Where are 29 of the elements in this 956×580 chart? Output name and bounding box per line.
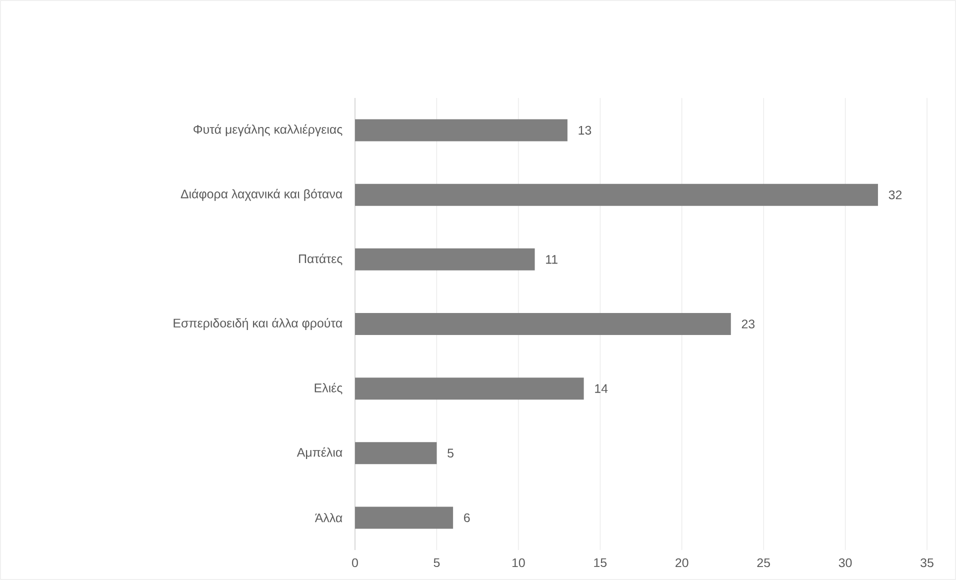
y-tick-label: Άλλα xyxy=(314,513,342,522)
x-tick-label: 5 xyxy=(434,558,440,568)
data-label: 6 xyxy=(464,513,470,522)
bar xyxy=(355,378,584,400)
y-tick-label: Εσπεριδοειδή και άλλα φρούτα xyxy=(174,318,342,330)
bar xyxy=(355,119,568,142)
data-label: 11 xyxy=(546,255,558,264)
data-label: 13 xyxy=(578,126,592,135)
y-tick-label: Ελιές xyxy=(314,382,342,394)
data-label: 23 xyxy=(742,320,755,328)
bar xyxy=(355,248,535,270)
bar xyxy=(355,506,454,529)
y-tick-label: Πατάτες xyxy=(299,254,342,266)
x-tick-label: 20 xyxy=(676,558,688,568)
y-tick-label: Αμπέλια xyxy=(296,447,342,460)
y-tick-label: Φυτά μεγάλης καλλιέργειας xyxy=(194,124,342,136)
bar xyxy=(355,184,878,206)
x-tick-label: 35 xyxy=(920,558,934,568)
x-tick-label: 0 xyxy=(352,558,358,568)
x-tick-label: 15 xyxy=(594,558,607,568)
x-tick-label: 10 xyxy=(512,558,525,568)
data-label: 5 xyxy=(448,448,454,458)
x-tick-label: 30 xyxy=(838,558,852,568)
bar xyxy=(355,313,731,336)
data-label: 32 xyxy=(888,190,902,200)
y-tick-label: Διάφορα λαχανικά και βότανα xyxy=(180,188,342,201)
bar xyxy=(355,442,437,464)
data-label: 14 xyxy=(595,384,608,393)
x-tick-label: 25 xyxy=(757,558,770,568)
